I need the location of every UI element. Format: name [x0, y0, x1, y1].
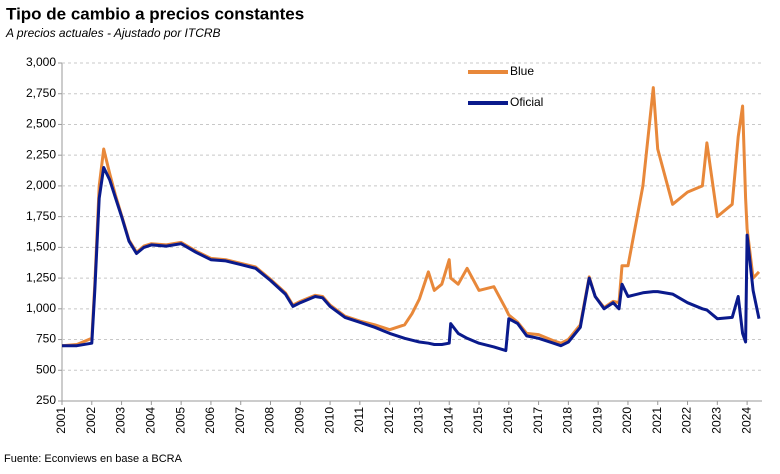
- y-tick-label: 2,500: [26, 117, 56, 131]
- x-tick-label: 2004: [144, 407, 158, 434]
- x-tick-label: 2003: [114, 407, 128, 434]
- y-tick-label: 1,500: [26, 240, 56, 254]
- x-tick-label: 2012: [382, 407, 396, 434]
- x-tick-label: 2019: [590, 407, 604, 434]
- x-tick-label: 2020: [620, 407, 634, 434]
- x-tick-label: 2002: [84, 407, 98, 434]
- x-tick-label: 2001: [54, 407, 68, 434]
- x-tick-label: 2024: [739, 407, 753, 434]
- y-tick-label: 3,000: [26, 55, 56, 69]
- x-tick-label: 2021: [650, 407, 664, 434]
- x-tick-label: 2005: [173, 407, 187, 434]
- x-tick-label: 2010: [322, 407, 336, 434]
- x-tick-label: 2011: [352, 407, 366, 433]
- x-tick-label: 2022: [680, 407, 694, 434]
- x-tick-label: 2007: [233, 407, 247, 434]
- y-tick-label: 2,750: [26, 86, 56, 100]
- x-tick-label: 2009: [292, 407, 306, 434]
- y-tick-label: 1,750: [26, 209, 56, 223]
- x-tick-label: 2023: [709, 407, 723, 434]
- series-line: [62, 166, 761, 353]
- source-note: Fuente: Econviews en base a BCRA: [4, 453, 183, 465]
- y-tick-label: 1,000: [26, 301, 56, 315]
- chart-title: Tipo de cambio a precios constantes: [6, 4, 304, 23]
- y-tick-label: 750: [36, 332, 56, 346]
- x-tick-label: 2014: [441, 407, 455, 434]
- chart-subtitle: A precios actuales - Ajustado por ITCRB: [5, 26, 221, 40]
- x-tick-label: 2013: [412, 407, 426, 434]
- x-tick-label: 2018: [561, 407, 575, 434]
- x-tick-label: 2006: [203, 407, 217, 434]
- x-tick-label: 2017: [531, 407, 545, 434]
- x-tick-label: 2008: [263, 407, 277, 434]
- legend-label: Blue: [510, 64, 534, 78]
- y-tick-label: 1,250: [26, 270, 56, 284]
- y-tick-label: 500: [36, 362, 56, 376]
- x-tick-label: 2015: [471, 407, 485, 434]
- x-tick-label: 2016: [501, 407, 515, 434]
- y-tick-label: 2,250: [26, 147, 56, 161]
- legend-label: Oficial: [510, 95, 543, 109]
- y-tick-label: 250: [36, 393, 56, 407]
- y-tick-label: 2,000: [26, 178, 56, 192]
